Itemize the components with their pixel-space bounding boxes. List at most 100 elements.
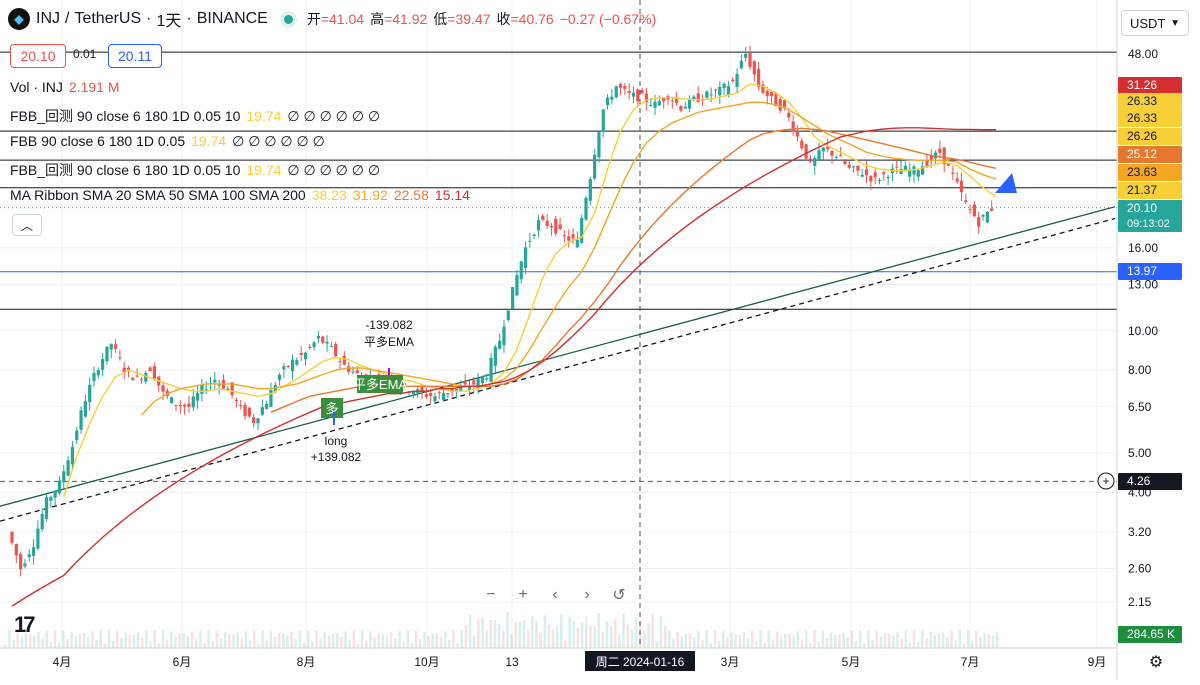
candle-body: [882, 172, 886, 175]
long-box-label: 多: [325, 401, 338, 416]
volume-legend[interactable]: Vol · INJ 2.191 M: [10, 79, 120, 95]
volume-bar: [228, 635, 231, 648]
candle-body: [946, 163, 951, 166]
candle-body: [321, 336, 325, 343]
candle-body: [761, 84, 765, 93]
volume-bar: [713, 630, 717, 648]
candle-body: [541, 215, 545, 220]
price-label-tag: [1118, 146, 1182, 163]
sma50-line: [140, 101, 997, 416]
fbb-legend-3[interactable]: FBB_回测 90 close 6 180 1D 0.05 10 19.74 ∅ ∅…: [10, 160, 380, 180]
candle-body: [256, 418, 260, 424]
volume-bar: [842, 632, 845, 648]
volume-bar: [232, 634, 235, 648]
volume-bar: [896, 631, 899, 648]
volume-bar: [775, 631, 779, 648]
buy-button[interactable]: 20.11: [108, 44, 162, 68]
volume-bar: [875, 631, 878, 648]
candle-body: [657, 101, 661, 106]
zoom-in-icon[interactable]: +: [518, 586, 528, 603]
candle-body: [631, 92, 636, 97]
volume-bar: [161, 630, 165, 648]
volume-bar: [800, 639, 804, 648]
volume-bar: [568, 616, 571, 648]
volume-bar: [950, 631, 953, 648]
volume-bar: [381, 634, 385, 648]
volume-bar: [788, 633, 791, 648]
zoom-controls: − + ‹ › ↺: [478, 582, 632, 608]
volume-bar: [883, 633, 887, 648]
candle-body: [886, 176, 890, 178]
up-arrow-drawing: [995, 173, 1017, 193]
volume-bar: [120, 637, 123, 648]
volume-bar: [626, 624, 629, 648]
candle-body: [139, 379, 144, 381]
crosshair-date-tag: [585, 651, 695, 671]
candle-body: [765, 90, 769, 97]
sma200-line: [11, 127, 996, 607]
scroll-right-icon[interactable]: ›: [584, 586, 590, 603]
fbb-legend-2[interactable]: FBB 90 close 6 180 1D 0.05 19.74 ∅ ∅ ∅ ∅ ∅…: [10, 133, 325, 150]
volume-bar: [385, 635, 389, 648]
change-value: −0.27 (−0.67%): [559, 11, 657, 27]
interval-label[interactable]: 1天: [156, 13, 182, 30]
candle-body: [355, 370, 359, 374]
collapse-legend-button[interactable]: ︿: [12, 214, 42, 236]
volume-bar: [174, 636, 177, 648]
currency-selector[interactable]: USDT ▼: [1121, 10, 1189, 36]
volume-bar: [572, 621, 576, 648]
candle-body: [463, 382, 467, 385]
volume-bar: [792, 636, 795, 648]
volume-bar: [128, 634, 131, 648]
candle-body: [614, 86, 618, 98]
chart-settings-gear-icon[interactable]: ⚙: [1148, 654, 1164, 671]
price-scale-tick: 10.00: [1128, 324, 1158, 338]
volume-bar: [668, 630, 671, 648]
volume-bar: [427, 635, 430, 648]
volume-bar: [277, 633, 281, 648]
candle-body: [739, 60, 743, 69]
volume-bar: [618, 634, 621, 648]
candle-body: [10, 531, 14, 543]
tradingview-logo[interactable]: 17: [14, 612, 36, 637]
volume-bar: [28, 634, 32, 648]
candle-body: [282, 366, 286, 370]
ma-ribbon-legend[interactable]: MA Ribbon SMA 20 SMA 50 SMA 100 SMA 200 3…: [10, 187, 470, 203]
candle-body: [972, 204, 977, 217]
sell-button[interactable]: 20.10: [10, 44, 66, 68]
volume-bar: [207, 630, 210, 648]
sma20-value: 38.23: [311, 187, 347, 203]
volume-bar: [157, 643, 161, 648]
candle-body: [864, 169, 869, 176]
price-label-tag: [1118, 128, 1182, 145]
candle-body: [446, 393, 450, 395]
volume-bar: [721, 630, 725, 648]
time-axis-tick: 10月: [414, 655, 439, 669]
zoom-out-icon[interactable]: −: [486, 586, 496, 603]
candle-body: [670, 100, 674, 102]
volume-bar: [45, 630, 48, 648]
volume-bar: [597, 612, 600, 648]
scroll-left-icon[interactable]: ‹: [552, 586, 558, 603]
candle-body: [109, 344, 113, 350]
volume-bar: [738, 635, 742, 648]
fbb-legend-1[interactable]: FBB_回测 90 close 6 180 1D 0.05 10 19.74 ∅ ∅…: [10, 106, 380, 126]
time-axis-tick: 8月: [297, 655, 316, 669]
volume-bar: [253, 630, 256, 648]
volume-bar: [311, 642, 314, 648]
add-alert-plus-icon: [1097, 472, 1115, 490]
countdown-text: 09:13:02: [1127, 218, 1170, 230]
volume-bar: [742, 632, 746, 648]
signal-top-label: 平多EMA: [364, 335, 414, 349]
symbol-name[interactable]: INJ: [36, 10, 60, 27]
reset-view-icon[interactable]: ↺: [612, 587, 626, 604]
candle-body: [843, 161, 847, 165]
price-label-tag: [1118, 164, 1182, 181]
candle-body: [239, 405, 243, 407]
volume-bar: [634, 617, 638, 648]
price-scale-tick: 2.15: [1128, 595, 1152, 609]
price-label-text: 26.33: [1127, 111, 1157, 125]
volume-bar: [99, 630, 102, 648]
